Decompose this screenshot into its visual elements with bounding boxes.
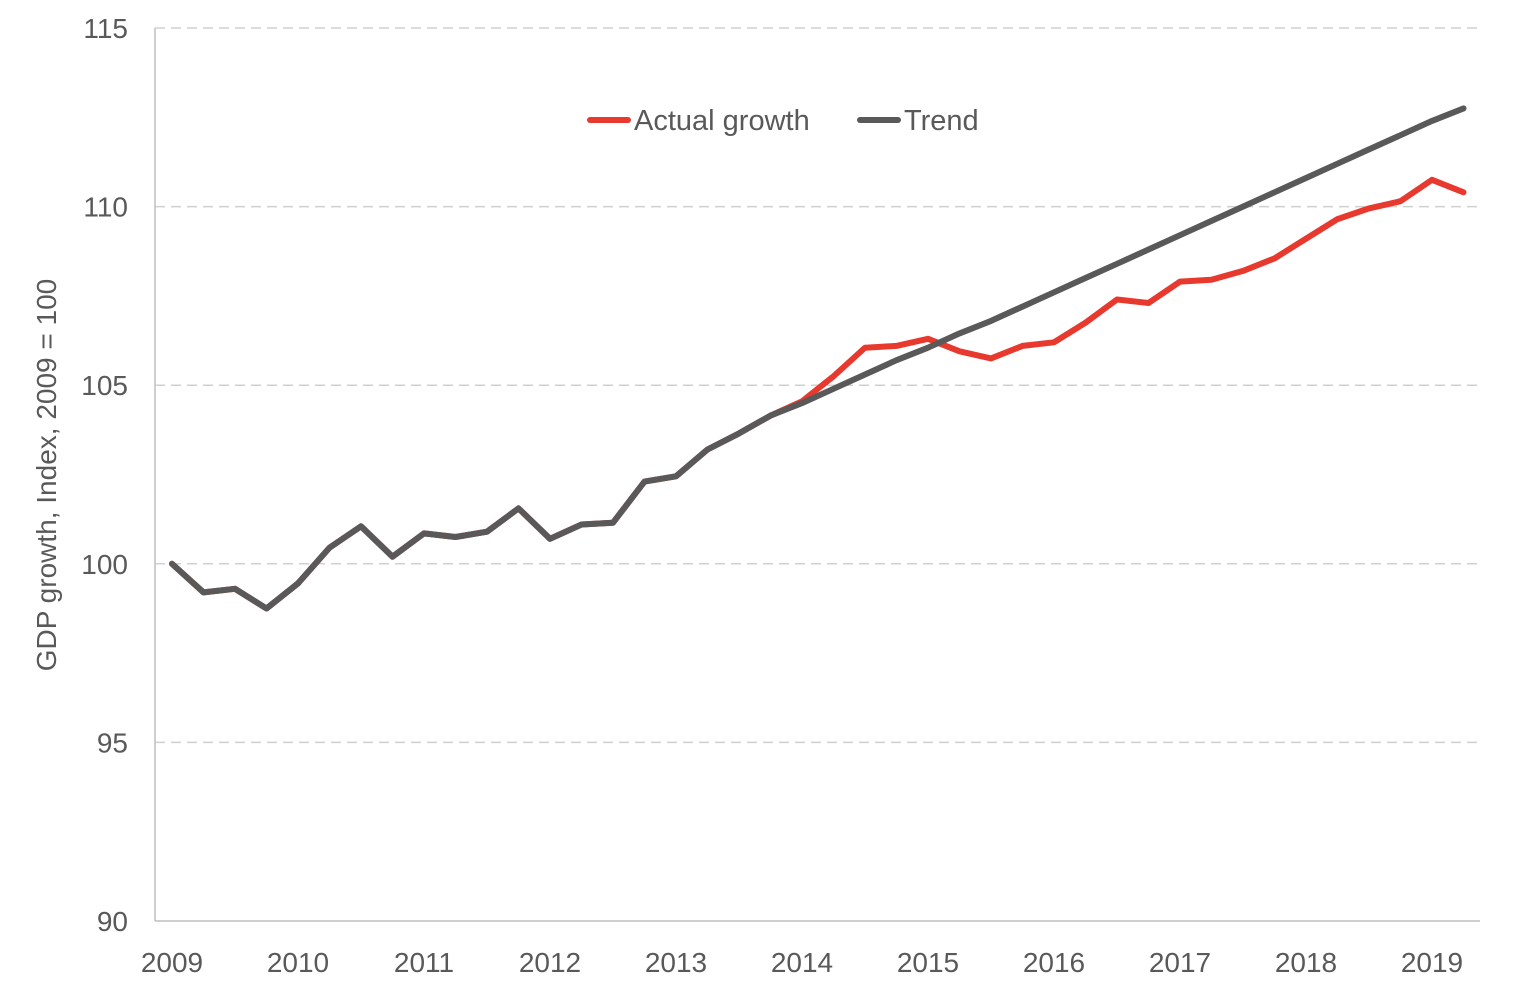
x-tick-label: 2019 <box>1401 947 1463 978</box>
x-tick-label: 2015 <box>897 947 959 978</box>
x-tick-labels: 2009 2010 2011 2012 2013 2014 2015 2016 2017 2018… <box>141 947 1463 978</box>
x-tick-label: 2016 <box>1023 947 1085 978</box>
legend-label: Trend <box>904 105 979 137</box>
y-tick-label: 105 <box>81 370 128 401</box>
x-tick-label: 2017 <box>1149 947 1211 978</box>
y-tick-label: 110 <box>83 192 128 223</box>
x-tick-label: 2011 <box>394 947 454 978</box>
legend-label: Actual growth <box>634 105 810 137</box>
y-tick-label: 90 <box>97 906 128 937</box>
y-tick-label: 100 <box>81 549 128 580</box>
series-line-trend <box>169 105 1467 612</box>
x-tick-label: 2009 <box>141 947 203 978</box>
y-tick-label: 95 <box>97 727 128 758</box>
y-axis-title: GDP growth, Index, 2009 = 100 <box>31 279 62 672</box>
x-tick-label: 2012 <box>519 947 581 978</box>
x-tick-label: 2013 <box>645 947 707 978</box>
legend: Actual growth Trend <box>587 105 979 137</box>
x-tick-label: 2018 <box>1275 947 1337 978</box>
y-tick-labels: 90 95 100 105 110 115 <box>81 13 128 937</box>
y-tick-label: 115 <box>83 13 128 44</box>
x-tick-label: 2014 <box>771 947 833 978</box>
x-tick-label: 2010 <box>267 947 329 978</box>
series-lines <box>169 105 1467 612</box>
